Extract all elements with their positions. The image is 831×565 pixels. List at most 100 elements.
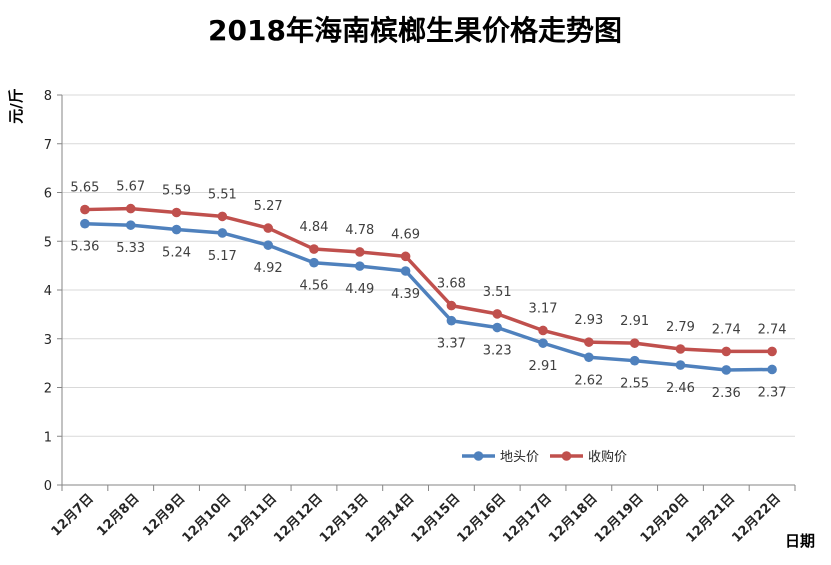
x-tick-label: 12月16日 [454, 491, 509, 546]
data-point [217, 228, 228, 238]
data-label: 2.79 [666, 320, 695, 335]
data-point [584, 337, 594, 347]
x-tick-label: 12月8日 [94, 491, 142, 539]
data-label: 5.67 [116, 180, 145, 195]
series-2: 5.65 5.67 5.59 5.51 5.27 4.84 4.78 4.69 3.68 3.51… [70, 180, 787, 357]
data-label: 2.93 [574, 313, 603, 328]
data-point [400, 251, 411, 262]
x-tick-label: 12月10日 [180, 491, 235, 546]
x-axis-title: 日期 [785, 532, 815, 550]
axes: 01234567812月7日12月8日12月9日12月10日12月11日12月1… [44, 89, 796, 546]
data-label: 4.49 [345, 282, 374, 297]
y-tick-label: 7 [44, 138, 52, 153]
data-point [675, 360, 686, 370]
data-point [492, 322, 503, 333]
data-point [400, 266, 411, 276]
data-point [629, 338, 640, 348]
y-tick-label: 3 [44, 333, 52, 348]
data-label: 4.92 [254, 261, 283, 276]
y-tick-label: 5 [44, 235, 52, 250]
data-label: 2.74 [758, 322, 787, 337]
x-tick-label: 12月17日 [500, 491, 555, 546]
data-point [538, 325, 548, 336]
data-point [492, 309, 503, 319]
legend-marker [561, 451, 572, 461]
data-point [309, 257, 319, 268]
data-point [354, 261, 365, 271]
data-label: 3.51 [483, 285, 512, 300]
legend-label: 收购价 [588, 449, 627, 465]
data-point [446, 300, 457, 311]
legend-marker [473, 451, 484, 461]
gridlines [62, 94, 795, 437]
y-tick-label: 8 [44, 89, 52, 104]
data-point [80, 204, 90, 215]
data-label: 4.78 [345, 223, 374, 238]
y-tick-label: 4 [44, 284, 52, 299]
data-point [125, 220, 136, 230]
data-point [538, 338, 548, 348]
data-point [767, 346, 777, 357]
data-label: 2.55 [620, 377, 649, 392]
data-point [171, 224, 182, 235]
series-line-2 [83, 206, 774, 354]
legend-item-1: 地头价 [462, 450, 539, 465]
chart-title: 2018年海南槟榔生果价格走势图 [208, 14, 622, 47]
x-tick-label: 12月11日 [225, 491, 280, 546]
x-tick-label: 12月18日 [546, 491, 601, 546]
series-1: 5.36 5.33 5.24 5.17 4.92 4.56 4.49 4.39 3.37 3.23… [70, 218, 787, 401]
data-label: 2.36 [712, 386, 741, 401]
data-label: 2.74 [712, 322, 741, 337]
legend-item-2: 收购价 [550, 449, 627, 465]
legend-label: 地头价 [500, 450, 539, 465]
data-point [263, 223, 273, 233]
x-tick-label: 12月15日 [409, 491, 464, 546]
data-label: 3.37 [437, 337, 466, 352]
data-point [584, 352, 594, 363]
data-point [721, 346, 732, 357]
data-point [263, 240, 273, 250]
data-point [171, 207, 182, 218]
data-label: 3.17 [529, 301, 558, 316]
y-tick-label: 0 [44, 479, 52, 494]
data-label: 3.23 [483, 344, 512, 359]
data-label: 5.33 [116, 241, 145, 256]
data-label: 2.91 [529, 359, 558, 374]
y-tick-label: 2 [44, 382, 52, 397]
data-label: 5.24 [162, 246, 191, 261]
y-tick-label: 1 [44, 430, 52, 445]
data-label: 4.56 [299, 279, 328, 294]
x-tick-label: 12月7日 [49, 491, 97, 539]
x-tick-label: 12月19日 [592, 491, 647, 546]
data-point [125, 203, 136, 214]
data-label: 5.65 [70, 181, 99, 196]
data-label: 2.37 [758, 385, 787, 400]
data-label: 2.91 [620, 314, 649, 329]
series-line-1 [83, 221, 774, 372]
x-tick-label: 12月22日 [729, 491, 784, 546]
data-point [767, 364, 777, 375]
x-tick-label: 12月12日 [271, 491, 326, 546]
data-point [446, 315, 457, 326]
legend: 地头价 收购价 [462, 449, 627, 465]
data-point [354, 247, 365, 257]
data-point [721, 365, 732, 375]
data-point [217, 211, 228, 222]
data-point [309, 244, 319, 254]
data-label: 4.84 [299, 220, 328, 235]
data-label: 2.46 [666, 381, 695, 396]
x-tick-label: 12月20日 [638, 491, 693, 546]
x-tick-label: 12月13日 [317, 491, 372, 546]
data-label: 4.69 [391, 227, 420, 242]
data-label: 5.17 [208, 249, 237, 264]
x-tick-label: 12月21日 [684, 491, 739, 546]
y-tick-label: 6 [44, 187, 52, 202]
data-point [675, 344, 686, 354]
data-label: 5.36 [70, 240, 99, 255]
data-label: 4.39 [391, 287, 420, 302]
data-label: 2.62 [574, 373, 603, 388]
data-label: 5.51 [208, 187, 237, 202]
data-point [80, 218, 90, 229]
